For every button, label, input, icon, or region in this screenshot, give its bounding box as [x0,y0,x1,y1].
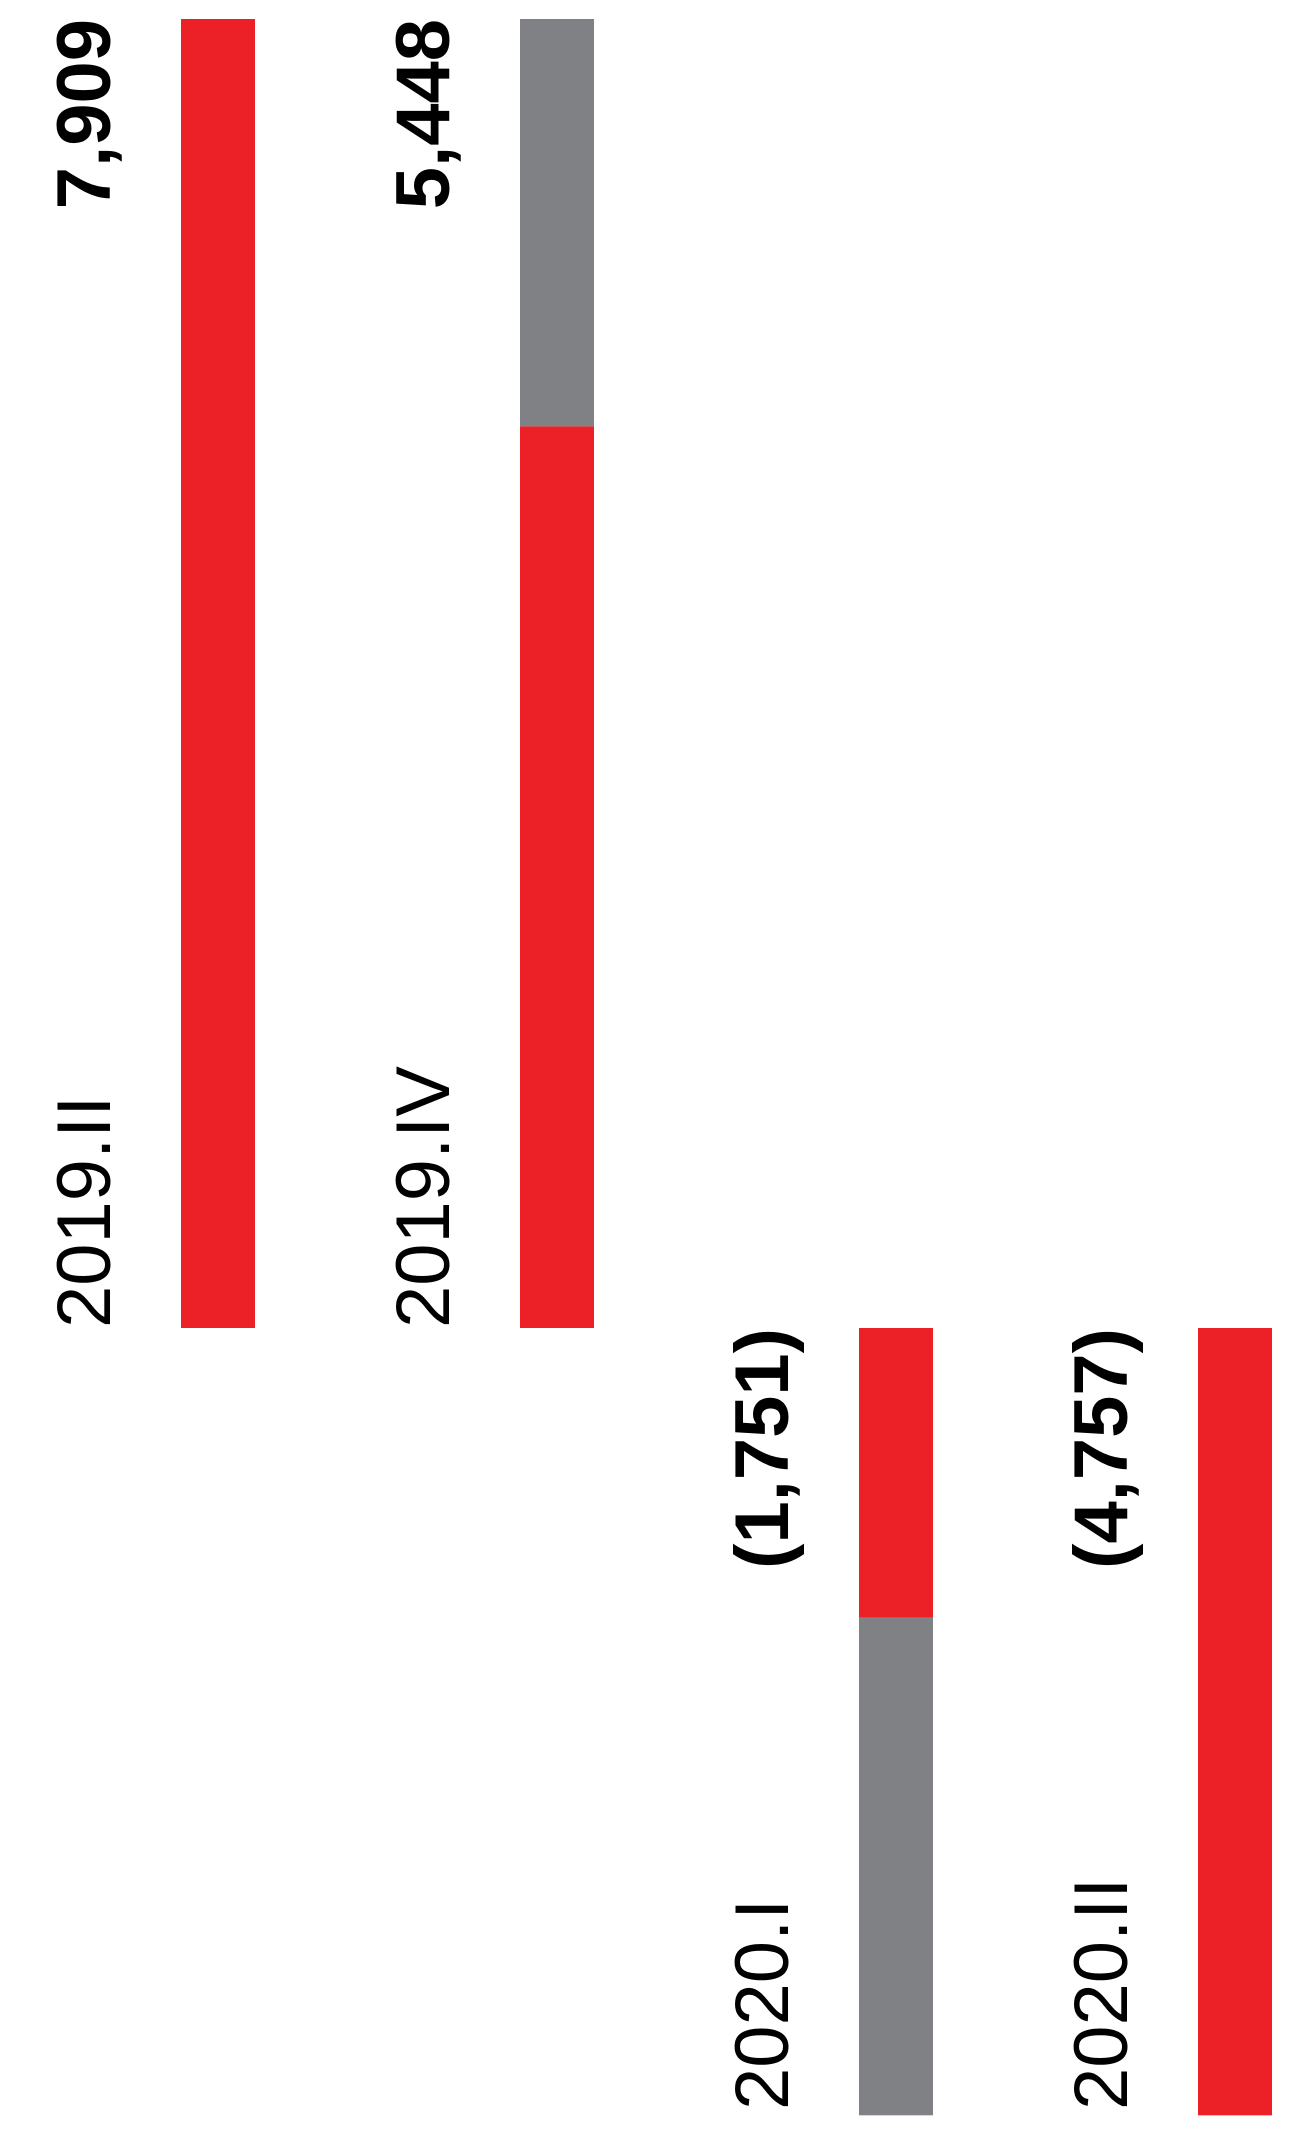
category-label: 2019.IV [381,1066,466,1328]
category-label: 2019.II [42,1096,127,1328]
value-label: (1,751) [720,1328,805,1569]
category-label: 2020.I [720,1899,805,2110]
bars-group [181,19,1272,2116]
bar-segment-2-1 [859,1617,933,2116]
bar-segment-3-0 [1198,1328,1272,2116]
value-label: 5,448 [381,19,466,209]
bar-segment-1-1 [520,19,594,427]
bar-segment-2-0 [859,1328,933,1618]
category-label: 2020.II [1059,1878,1144,2110]
bar-segment-1-0 [520,426,594,1328]
labels-group: 2019.II 7,909 2019.IV 5,448 2020.I (1,751) 202… [42,19,1144,2110]
value-label: 7,909 [42,19,127,209]
bar-segment-0-0 [181,19,255,1328]
value-label: (4,757) [1059,1328,1144,1569]
